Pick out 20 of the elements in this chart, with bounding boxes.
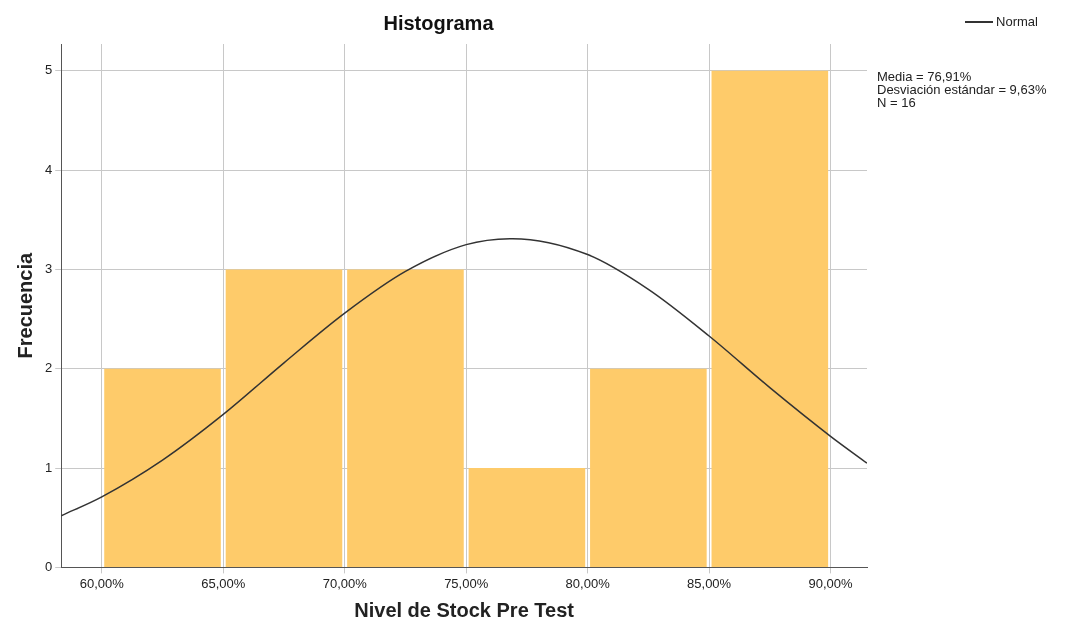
chart-title: Histograma (383, 11, 495, 34)
x-tick-label: 75,00% (444, 575, 489, 591)
y-tick-label: 5 (45, 62, 53, 78)
x-tick-label: 65,00% (201, 575, 246, 591)
y-tick-label: 4 (45, 161, 53, 177)
y-tick-label: 2 (45, 360, 53, 376)
x-tick-label: 60,00% (79, 575, 125, 591)
y-axis-title: Frecuencia (13, 252, 36, 359)
y-tick-label: 3 (45, 261, 53, 277)
x-tick-label: 80,00% (565, 575, 611, 591)
x-tick-label: 85,00% (687, 575, 732, 591)
x-axis-title: Nivel de Stock Pre Test (354, 598, 575, 621)
x-tick-label: 70,00% (322, 575, 368, 591)
y-tick-label: 0 (45, 558, 53, 574)
y-tick-label: 1 (45, 459, 53, 475)
text: Media = 76,91% (877, 69, 973, 84)
text: Desviación estándar = 9,63% (877, 82, 1047, 97)
text: N = 16 (877, 95, 917, 110)
x-tick-label: 90,00% (808, 575, 854, 591)
legend-label: Normal (996, 14, 1038, 29)
